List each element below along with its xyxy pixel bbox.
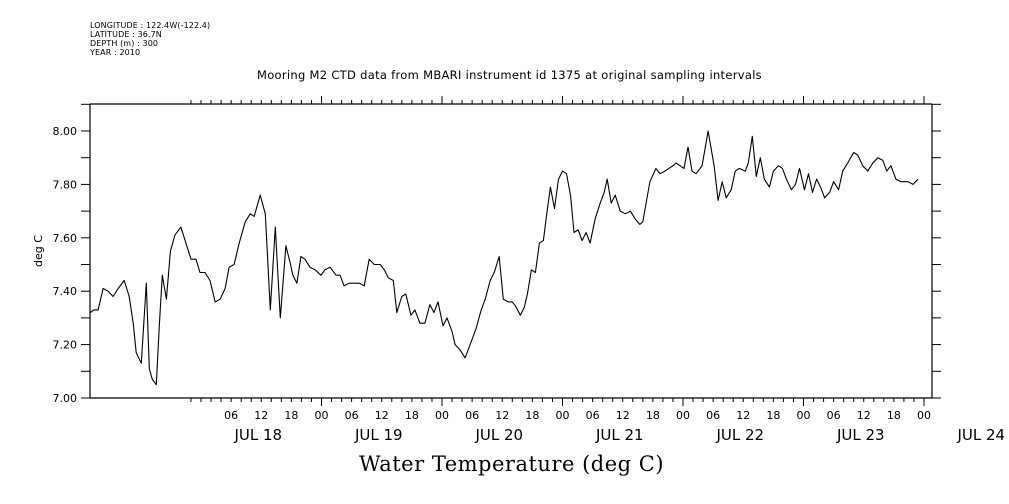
x-tick-label: 06	[224, 409, 238, 422]
x-tick-label: 00	[315, 409, 329, 422]
latitude-label: LATITUDE : 36.7N	[90, 30, 162, 39]
x-tick-label: 06	[586, 409, 600, 422]
metadata-block: LONGITUDE : 122.4W(-122.4) LATITUDE : 36…	[90, 21, 210, 57]
y-axis-label: deg C	[32, 235, 45, 267]
x-tick-label: 18	[284, 409, 298, 422]
x-tick-label: 18	[766, 409, 780, 422]
y-axis-ticks: 7.00 7.20 7.40 7.60 7.80 8.00	[53, 103, 941, 405]
x-tick-label: 00	[917, 409, 931, 422]
x-axis-title: Water Temperature (deg C)	[358, 452, 665, 476]
x-tick-label: 00	[435, 409, 449, 422]
y-tick-label: 7.20	[53, 339, 78, 352]
x-day-label: JUL 23	[836, 426, 885, 444]
x-tick-label: 06	[706, 409, 720, 422]
x-tick-label: 18	[405, 409, 419, 422]
x-tick-label: 06	[465, 409, 479, 422]
year-label: YEAR : 2010	[90, 48, 141, 57]
x-tick-label: 12	[375, 409, 389, 422]
x-tick-label: 00	[797, 409, 811, 422]
x-tick-label: 18	[887, 409, 901, 422]
x-tick-label: 18	[646, 409, 660, 422]
x-tick-label: 12	[254, 409, 268, 422]
x-day-label: JUL 19	[354, 426, 403, 444]
x-tick-label: 12	[736, 409, 750, 422]
y-tick-label: 8.00	[53, 125, 78, 138]
x-tick-label: 12	[857, 409, 871, 422]
x-tick-label: 12	[616, 409, 630, 422]
x-axis-ticks: 06 12 18 00 06 12 18 00 06 12 18 00 06 12 18 00 06 12 18 00…	[190, 96, 1005, 444]
chart-title: Mooring M2 CTD data from MBARI instrumen…	[257, 68, 762, 82]
x-day-label: JUL 21	[595, 426, 644, 444]
x-day-label: JUL 18	[233, 426, 282, 444]
axes	[89, 103, 933, 399]
x-tick-label: 18	[525, 409, 539, 422]
x-tick-label: 00	[676, 409, 690, 422]
y-tick-label: 7.40	[53, 285, 78, 298]
x-day-label: JUL 20	[474, 426, 523, 444]
depth-label: DEPTH (m) : 300	[90, 39, 159, 48]
series-layer	[90, 130, 919, 386]
data-line-water-temperature	[90, 130, 919, 386]
x-day-label: JUL 22	[715, 426, 764, 444]
x-tick-label: 06	[345, 409, 359, 422]
y-tick-label: 7.80	[53, 178, 78, 191]
longitude-label: LONGITUDE : 122.4W(-122.4)	[90, 21, 211, 30]
x-tick-label: 06	[827, 409, 841, 422]
x-day-label: JUL 24	[956, 426, 1005, 444]
x-tick-label: 00	[556, 409, 570, 422]
x-tick-label: 12	[495, 409, 509, 422]
y-tick-label: 7.00	[53, 392, 78, 405]
y-tick-label: 7.60	[53, 232, 78, 245]
